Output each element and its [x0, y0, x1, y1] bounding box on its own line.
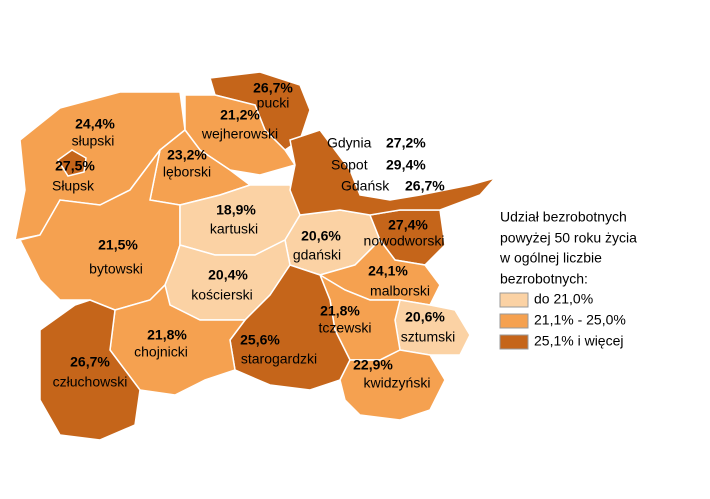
legend: Udział bezrobotnych powyżej 50 roku życi… — [499, 209, 637, 350]
cities-shape — [289, 129, 498, 216]
city-value: 29,4% — [386, 157, 426, 173]
city-value: 27,2% — [386, 135, 426, 151]
region-value: 18,9% — [216, 202, 256, 218]
city-name: Gdańsk — [341, 178, 390, 194]
region-shape — [56, 149, 87, 177]
region-value: 20,6% — [301, 228, 341, 244]
legend-swatch — [499, 334, 529, 350]
region-value: 20,6% — [405, 309, 445, 325]
region-value: 21,5% — [98, 237, 138, 253]
region-name: gdański — [293, 247, 341, 263]
region-shape — [39, 299, 141, 441]
region-name: kwidzyński — [364, 375, 431, 391]
legend-label: 25,1% i więcej — [534, 333, 624, 349]
legend-label: do 21,0% — [534, 291, 593, 307]
legend-title: w ogólnej liczbie — [499, 250, 602, 266]
region-value: 22,9% — [353, 357, 393, 373]
region-value: 26,7% — [70, 354, 110, 370]
legend-swatch — [499, 313, 529, 329]
legend-title: powyżej 50 roku życia — [500, 230, 637, 246]
legend-swatch — [499, 292, 529, 308]
region-name: starogardzki — [241, 351, 317, 367]
region-name: słupski — [72, 133, 115, 149]
region-name: malborski — [370, 283, 430, 299]
region-value: 20,4% — [208, 267, 248, 283]
city-labels: Gdynia 27,2% Sopot 29,4% Gdańsk 26,7% — [327, 135, 445, 194]
region-name: kościerski — [191, 287, 252, 303]
region-name: człuchowski — [53, 374, 128, 390]
region-name: wejherowski — [201, 126, 278, 142]
region-name: lęborski — [163, 164, 211, 180]
legend-label: 21,1% - 25,0% — [534, 312, 626, 328]
regions — [14, 71, 498, 441]
region-value: 21,2% — [220, 107, 260, 123]
region-value: 25,6% — [240, 332, 280, 348]
city-name: Gdynia — [327, 135, 372, 151]
region-value: 24,4% — [75, 116, 115, 132]
region-shape — [339, 349, 446, 421]
city-value: 26,7% — [405, 178, 445, 194]
region-value: 24,1% — [368, 263, 408, 279]
region-value: 26,7% — [253, 80, 293, 96]
region-value: 21,8% — [320, 303, 360, 319]
city-name: Sopot — [331, 157, 368, 173]
region-name: nowodworski — [364, 233, 445, 249]
region-name: bytowski — [89, 261, 143, 277]
region-name: sztumski — [401, 329, 455, 345]
region-value: 21,8% — [147, 327, 187, 343]
region-name: tczewski — [319, 320, 372, 336]
region-value: 27,5% — [55, 158, 95, 174]
region-value: 23,2% — [167, 147, 207, 163]
legend-title: Udział bezrobotnych — [500, 209, 627, 225]
region-labels: 24,4% słupski 27,5% Słupsk 26,7% pucki 2… — [52, 80, 455, 391]
region-name: Słupsk — [52, 178, 95, 194]
region-name: chojnicki — [134, 344, 188, 360]
legend-title: bezrobotnych: — [500, 271, 588, 287]
region-value: 27,4% — [388, 217, 428, 233]
region-name: kartuski — [210, 221, 258, 237]
region-name: pucki — [257, 95, 290, 111]
